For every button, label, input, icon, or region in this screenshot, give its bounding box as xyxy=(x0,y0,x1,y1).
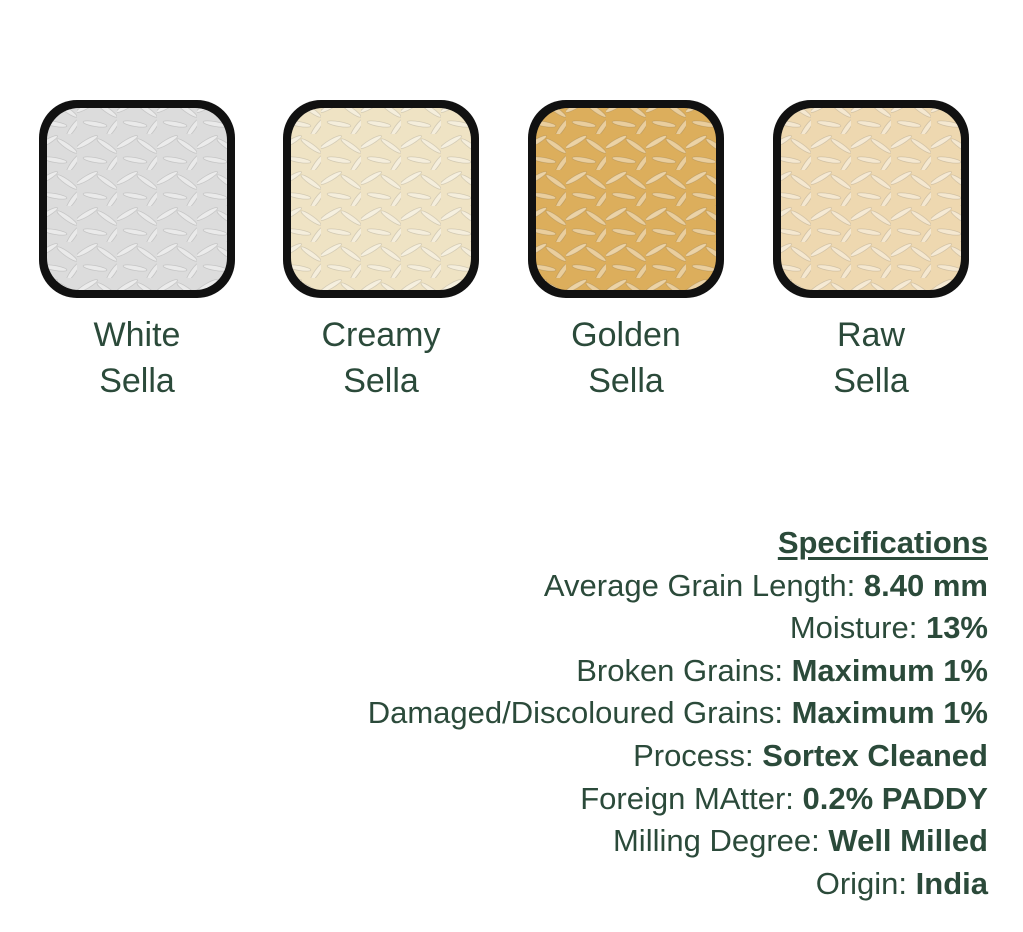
spec-value: Well Milled xyxy=(828,823,988,859)
spec-label: Milling Degree: xyxy=(612,823,820,859)
spec-value: 13% xyxy=(925,610,988,646)
spec-row: Foreign MAtter: 0.2% PADDY xyxy=(368,778,988,821)
spec-value: India xyxy=(915,865,988,901)
name-line: Raw xyxy=(836,316,906,354)
spec-row: Origin: India xyxy=(368,863,988,906)
product: Creamy Sella xyxy=(279,98,483,404)
spec-value: 8.40 mm xyxy=(863,567,988,603)
product: White Sella xyxy=(35,98,239,404)
specifications-title: Specifications xyxy=(777,525,988,560)
spec-label: Foreign MAtter: xyxy=(580,780,794,816)
product-name: Golden Sella xyxy=(524,312,728,404)
spec-label: Moisture: xyxy=(789,610,918,646)
name-line: Creamy xyxy=(321,316,441,354)
spec-row: Milling Degree: Well Milled xyxy=(368,820,988,863)
spec-label: Process: xyxy=(633,737,754,773)
spec-row: Damaged/Discoloured Grains: Maximum 1% xyxy=(368,692,988,735)
spec-row: Average Grain Length: 8.40 mm xyxy=(368,565,988,608)
product: Golden Sella xyxy=(524,98,728,404)
product-name: Creamy Sella xyxy=(279,312,483,404)
name-line: Sella xyxy=(588,362,664,400)
spec-label: Average Grain Length: xyxy=(543,567,856,603)
spec-label: Origin: xyxy=(815,865,908,901)
spec-value: Sortex Cleaned xyxy=(762,737,988,773)
specifications: Specifications Average Grain Length: 8.4… xyxy=(368,522,988,905)
rice-bowl xyxy=(283,100,479,298)
product-name: Raw Sella xyxy=(769,312,973,404)
spec-row: Moisture: 13% xyxy=(368,607,988,650)
name-line: White xyxy=(93,316,181,354)
rice-bowl xyxy=(39,100,235,298)
product: Raw Sella xyxy=(769,98,973,404)
name-line: Sella xyxy=(99,362,175,400)
spec-row: Broken Grains: Maximum 1% xyxy=(368,650,988,693)
spec-value: 0.2% PADDY xyxy=(802,780,989,816)
rice-bowl xyxy=(773,100,969,298)
spec-value: Maximum 1% xyxy=(791,652,988,688)
product-name: White Sella xyxy=(35,312,239,404)
spec-value: Maximum 1% xyxy=(791,695,988,731)
name-line: Golden xyxy=(571,316,681,354)
spec-label: Damaged/Discoloured Grains: xyxy=(367,695,783,731)
rice-bowl xyxy=(528,100,724,298)
name-line: Sella xyxy=(833,362,909,400)
spec-row: Process: Sortex Cleaned xyxy=(368,735,988,778)
name-line: Sella xyxy=(343,362,419,400)
spec-label: Broken Grains: xyxy=(576,652,783,688)
